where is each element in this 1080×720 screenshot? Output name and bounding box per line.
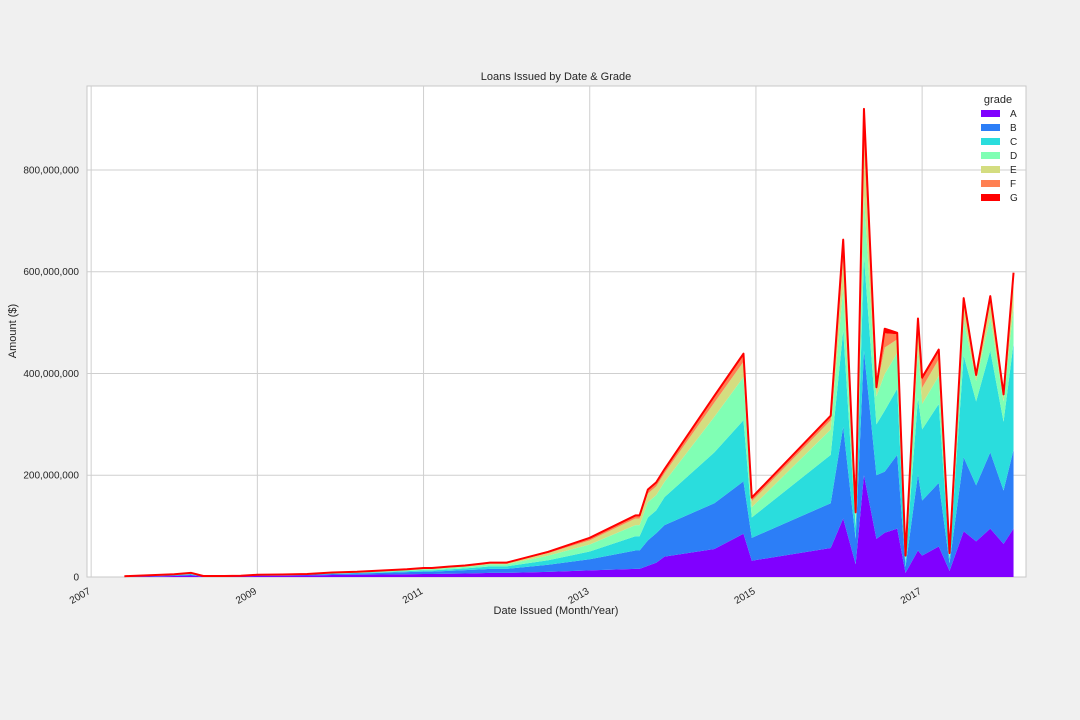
legend-swatch-a [981, 110, 1000, 117]
legend-label-f: F [1010, 179, 1016, 190]
area-grade-e [124, 144, 1014, 577]
legend-swatch-d [981, 152, 1000, 159]
legend-label-g: G [1010, 193, 1018, 204]
y-axis-title: Amount ($) [7, 304, 19, 358]
x-tick-label: 2017 [899, 586, 924, 607]
area-grade-c [124, 256, 1014, 577]
legend-swatch-e [981, 166, 1000, 173]
x-tick-label: 2007 [68, 586, 93, 607]
legend-label-d: D [1010, 151, 1017, 162]
chart-title: Loans Issued by Date & Grade [481, 71, 631, 83]
area-grade-a [124, 475, 1014, 577]
y-tick-label: 200,000,000 [23, 471, 79, 482]
y-tick-label: 0 [73, 573, 79, 584]
x-tick-label: 2015 [733, 586, 758, 607]
legend-label-b: B [1010, 123, 1017, 134]
stacked-areas [124, 108, 1014, 577]
area-grade-d [124, 195, 1014, 577]
legend-title: grade [984, 94, 1012, 106]
x-axis-title: Date Issued (Month/Year) [494, 605, 619, 617]
total-outline-line [124, 107, 1015, 578]
legend-swatch-g [981, 194, 1000, 201]
x-tick-label: 2013 [566, 586, 591, 607]
legend-label-c: C [1010, 137, 1017, 148]
y-tick-label: 400,000,000 [23, 369, 79, 380]
legend-label-a: A [1010, 109, 1017, 120]
y-tick-label: 800,000,000 [23, 165, 79, 176]
x-tick-label: 2011 [401, 586, 426, 606]
legend-swatch-b [981, 124, 1000, 131]
legend-swatch-f [981, 180, 1000, 187]
x-tick-label: 2009 [234, 586, 259, 607]
legend-swatch-c [981, 138, 1000, 145]
area-grade-b [124, 350, 1014, 577]
y-tick-label: 600,000,000 [23, 267, 79, 278]
total-line [124, 107, 1015, 578]
legend-label-e: E [1010, 165, 1017, 176]
